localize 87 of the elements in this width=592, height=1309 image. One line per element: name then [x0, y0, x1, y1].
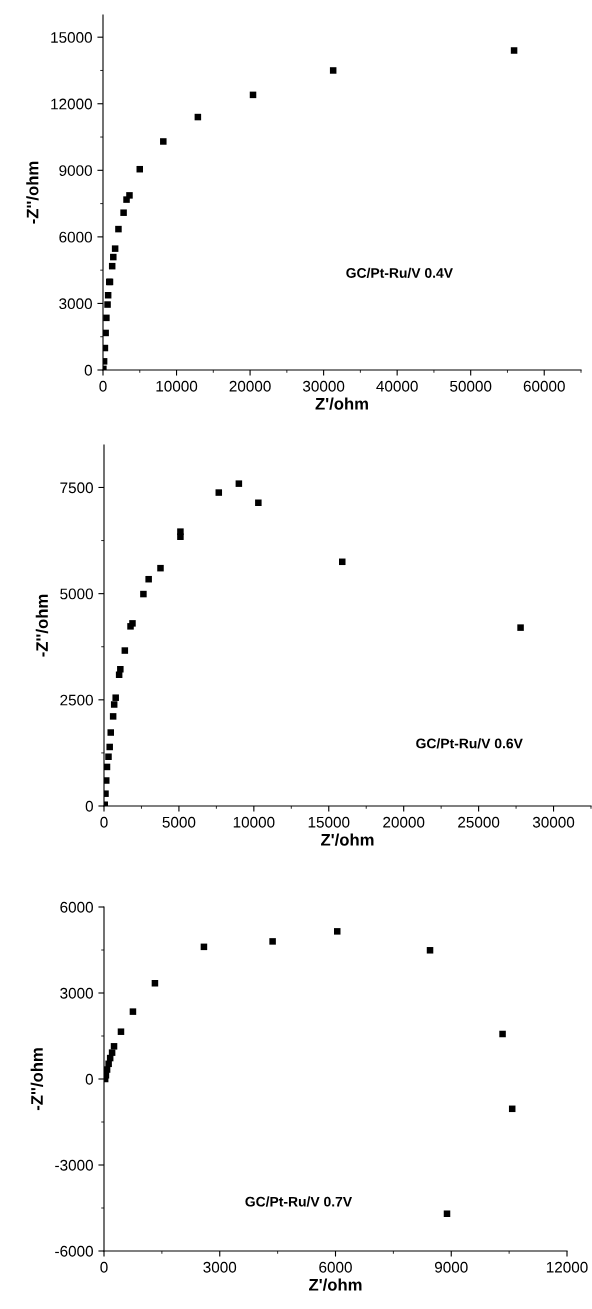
point: [157, 564, 164, 572]
point: [235, 480, 243, 487]
point: [104, 301, 111, 308]
y-tick-label: 6000: [60, 901, 93, 913]
point: [517, 624, 524, 631]
x-tick-label: 0: [99, 380, 107, 392]
x-axis-title: Z'/ohm: [309, 1278, 362, 1291]
point: [103, 329, 109, 337]
x-tick-label: 5000: [162, 816, 196, 828]
point: [129, 1008, 137, 1015]
x-tick-label: 3000: [203, 1261, 237, 1273]
y-axis-title: -Z''/ohm: [30, 1048, 44, 1111]
point: [333, 928, 341, 935]
point: [117, 1028, 125, 1035]
y-axis-title: -Z''/ohm: [35, 594, 49, 657]
text: GC/Pt-Ru/V 0.4V: [346, 267, 453, 279]
point: [255, 499, 262, 507]
y-tick-label: 7500: [60, 482, 93, 494]
point: [426, 947, 434, 954]
point: [126, 192, 133, 199]
x-tick-label: 0: [100, 1261, 108, 1273]
point: [145, 575, 152, 583]
x-tick-label: 10000: [156, 380, 198, 392]
point: [105, 753, 112, 760]
y-tick-label: 3000: [59, 298, 92, 310]
x-tick-label: 10000: [233, 816, 275, 828]
x-tick-label: 30000: [532, 816, 575, 828]
point: [215, 489, 223, 496]
point: [177, 528, 184, 535]
point: [329, 67, 337, 74]
point: [110, 253, 117, 261]
x-tick-label: 60000: [523, 380, 565, 392]
point: [510, 47, 518, 54]
x-tick-label: 0: [100, 816, 108, 828]
y-axis-title: -Z''/ohm: [26, 161, 39, 224]
text: GC/Pt-Ru/V 0.6V: [416, 738, 523, 749]
point: [110, 701, 118, 708]
point: [108, 1049, 116, 1056]
x-tick-label: 12000: [546, 1261, 588, 1273]
point: [443, 1210, 451, 1217]
x-tick-label: 9000: [434, 1261, 468, 1273]
point: [121, 647, 129, 654]
point: [109, 713, 117, 720]
y-tick-label: -3000: [55, 1159, 93, 1171]
text: GC/Pt-Ru/V 0.7V: [245, 1196, 352, 1207]
y-tick-label: 5000: [60, 588, 93, 600]
point: [117, 665, 124, 673]
y-tick-label: 0: [84, 364, 92, 376]
point: [104, 777, 110, 784]
y-tick-label: 3000: [60, 987, 93, 999]
x-axis-title: Z'/ohm: [321, 833, 374, 846]
point: [140, 590, 147, 598]
y-tick-label: 2500: [60, 694, 93, 706]
y-tick-label: 12000: [51, 98, 92, 110]
point: [499, 1030, 506, 1038]
point: [104, 1066, 111, 1073]
x-tick-label: 50000: [450, 380, 492, 392]
point: [106, 743, 113, 751]
point: [112, 694, 119, 701]
point: [269, 938, 276, 945]
x-tick-label: 6000: [319, 1261, 352, 1273]
point: [110, 1043, 118, 1050]
y-tick-label: 0: [85, 800, 93, 812]
x-axis-title: Z'/ohm: [315, 397, 368, 410]
y-tick-label: 9000: [59, 165, 92, 176]
point: [151, 980, 159, 987]
x-tick-label: 25000: [458, 816, 500, 828]
point: [111, 245, 119, 252]
point: [104, 790, 109, 797]
point: [104, 801, 109, 806]
y-tick-label: 0: [85, 1073, 93, 1085]
point: [107, 729, 114, 736]
x-tick-label: 40000: [376, 380, 418, 392]
x-tick-label: 30000: [302, 380, 345, 392]
point: [160, 138, 167, 145]
point: [339, 558, 346, 566]
point: [115, 225, 122, 233]
x-tick-label: 20000: [383, 816, 425, 828]
y-tick-label: 15000: [51, 32, 92, 43]
point: [103, 358, 108, 365]
point: [120, 209, 127, 216]
point: [105, 1060, 112, 1068]
x-tick-label: 15000: [308, 816, 350, 828]
y-tick-label: 6000: [59, 231, 92, 243]
point: [103, 314, 110, 322]
x-tick-label: 20000: [229, 380, 271, 392]
y-tick-label: -6000: [55, 1245, 93, 1257]
